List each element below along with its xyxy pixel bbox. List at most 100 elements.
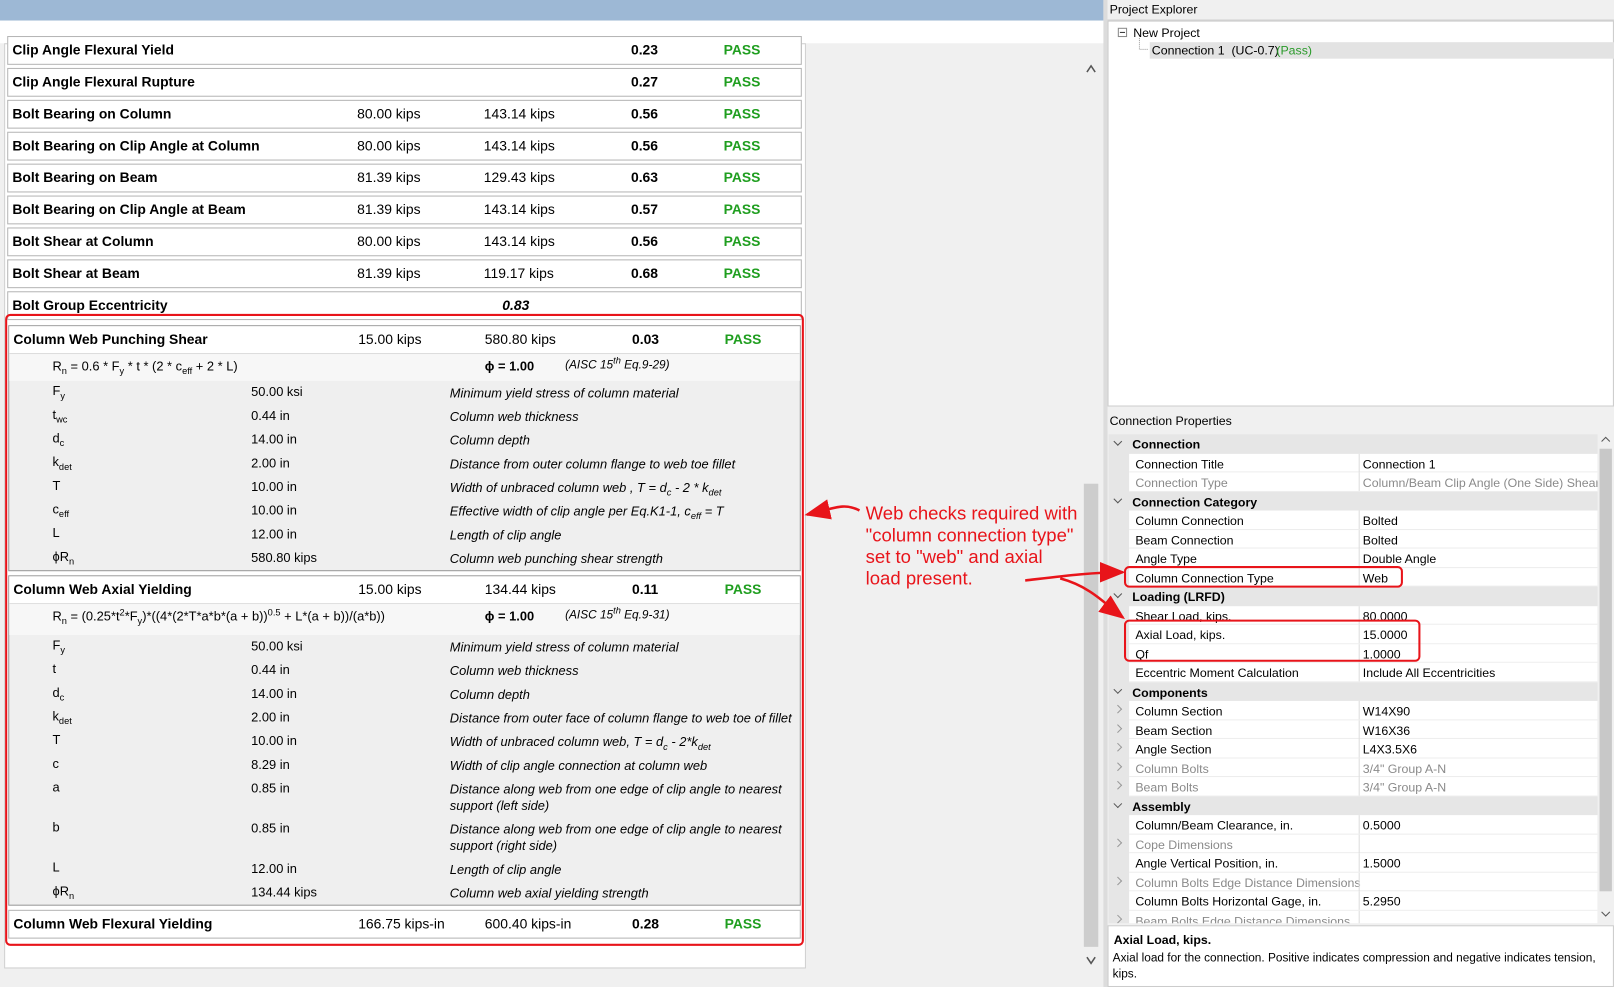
ratio: 0.56: [630, 106, 659, 122]
cell-divider: [1358, 700, 1360, 720]
property-row[interactable]: Beam Connection Bolted: [1129, 529, 1598, 549]
ratio: 0.23: [630, 42, 659, 58]
properties-header: Connection Properties: [1107, 410, 1614, 432]
param-symbol: a: [52, 780, 60, 795]
param-description: Column depth: [449, 433, 530, 448]
property-group[interactable]: Connection Category: [1108, 491, 1598, 511]
property-row[interactable]: Connection Title Connection 1: [1129, 453, 1598, 473]
param-description: Column depth: [450, 682, 800, 706]
property-scroll-thumb[interactable]: [1599, 448, 1612, 892]
param-description: Width of unbraced column web, T = dc - 2…: [450, 730, 800, 754]
param-value: 10.00 in: [251, 503, 297, 518]
property-row[interactable]: Column Section W14X90: [1113, 700, 1598, 720]
tree-selected-row[interactable]: Connection 1 (UC-0.7) (Pass): [1149, 42, 1614, 59]
param-value: 2.00 in: [251, 455, 290, 471]
status: PASS: [723, 137, 761, 154]
cell-divider: [1358, 643, 1360, 663]
property-name: Beam Connection: [1135, 532, 1234, 548]
property-row[interactable]: Column Bolts 3/4" Group A-N: [1113, 758, 1598, 778]
property-row[interactable]: Column Bolts Horizontal Gage, in. 5.2950: [1129, 891, 1598, 911]
formula-part: = (0.25*t: [66, 609, 120, 624]
formula-row: Rn = 0.6 * Fy * t * (2 * ceff + 2 * L) ϕ …: [9, 354, 800, 381]
param-value: 0.85 in: [251, 781, 290, 796]
property-value: 3/4" Group A-N: [1362, 780, 1447, 795]
property-group[interactable]: Components: [1108, 681, 1598, 701]
property-row[interactable]: Connection Type Column/Beam Clip Angle (O…: [1129, 472, 1598, 492]
capacity: 143.14 kips: [483, 233, 555, 250]
property-group[interactable]: Assembly: [1108, 796, 1598, 816]
param-row: kdet 2.00 in Distance from outer column fl…: [9, 452, 800, 476]
param-symbol-part: n: [68, 556, 75, 567]
param-symbol: c: [52, 756, 59, 771]
ratio: 0.27: [630, 74, 659, 90]
property-group[interactable]: Loading (LRFD): [1108, 586, 1598, 606]
property-row[interactable]: Column/Beam Clearance, in. 0.5000: [1129, 815, 1598, 835]
property-name: Column Connection Type: [1135, 570, 1274, 586]
ratio: 0.03: [631, 331, 660, 347]
tree-project[interactable]: New Project: [1133, 25, 1200, 41]
cell-divider: [1358, 738, 1360, 758]
param-symbol-part: det: [58, 461, 72, 472]
scroll-up[interactable]: [1086, 64, 1096, 73]
property-row[interactable]: Eccentric Moment Calculation Include All …: [1129, 662, 1598, 682]
demand: 80.00 kips: [357, 106, 421, 122]
param-description-part: Effective width of clip angle per Eq.K1-…: [449, 504, 691, 519]
property-row[interactable]: Column Bolts Edge Distance Dimensions: [1113, 872, 1598, 892]
property-row[interactable]: Qf 1.0000: [1129, 643, 1598, 663]
prop-scroll-up[interactable]: [1601, 436, 1611, 442]
param-symbol-part: d: [52, 685, 60, 700]
scroll-down[interactable]: [1086, 956, 1096, 965]
tree-connection[interactable]: Connection 1 (UC-0.7): [1151, 43, 1279, 58]
param-symbol-part: n: [68, 890, 75, 902]
param-description-part: eff: [690, 510, 702, 522]
param-description-part: det: [708, 487, 722, 498]
status: PASS: [723, 169, 761, 186]
property-row[interactable]: Beam Bolts Edge Distance Dimensions: [1113, 910, 1598, 924]
property-row[interactable]: Angle Section L4X3.5X6: [1113, 738, 1598, 759]
capacity: 143.14 kips: [483, 137, 555, 154]
param-description: Width of unbraced column web, T = dc - 2…: [450, 735, 711, 751]
property-name: Eccentric Moment Calculation: [1135, 665, 1299, 681]
demand: 80.00 kips: [357, 233, 421, 250]
formula-part: R: [52, 609, 62, 624]
capacity: 580.80 kips: [484, 331, 556, 347]
param-description: Minimum yield stress of column material: [449, 385, 679, 401]
property-row[interactable]: Beam Bolts 3/4" Group A-N: [1113, 777, 1598, 797]
param-symbol-part: F: [52, 383, 61, 399]
prop-scroll-down[interactable]: [1601, 911, 1611, 917]
property-row[interactable]: Cope Dimensions: [1113, 834, 1598, 854]
param-row: dc 14.00 in Column depth: [9, 428, 800, 452]
param-symbol: T: [52, 732, 61, 748]
property-row[interactable]: Beam Section W16X36: [1113, 719, 1598, 739]
cell-divider: [1358, 605, 1360, 625]
group-name: Components: [1132, 684, 1208, 700]
highlight-axial-load: [1123, 619, 1421, 662]
group-name: Connection: [1132, 437, 1201, 452]
param-row: a 0.85 in Distance along web from one edge…: [9, 777, 800, 817]
status: PASS: [723, 201, 761, 218]
scroll-thumb[interactable]: [1083, 483, 1099, 947]
property-row[interactable]: Axial Load, kips. 15.0000: [1129, 624, 1598, 644]
arrow-to-axial: [1059, 577, 1126, 620]
cell-divider: [1358, 548, 1360, 568]
demand: 166.75 kips-in: [358, 915, 445, 932]
param-value: 0.44 in: [251, 408, 290, 424]
param-value: 12.00 in: [251, 861, 297, 876]
formula: Rn = (0.25*t2*Fy)*((4*(2*T*a*b*(a + b))0…: [52, 608, 384, 626]
param-description: Distance from outer face of column flang…: [449, 711, 792, 726]
param-description: Distance from outer face of column flang…: [450, 706, 800, 730]
check-name: Clip Angle Flexural Yield: [12, 42, 174, 58]
capacity: 129.43 kips: [483, 169, 555, 186]
ratio: 0.63: [630, 169, 659, 186]
capacity: 600.40 kips-in: [484, 915, 572, 932]
property-value: Bolted: [1362, 532, 1398, 548]
property-value: W14X90: [1362, 703, 1411, 719]
property-row[interactable]: Angle Vertical Position, in. 1.5000: [1129, 853, 1598, 873]
check-name: Bolt Bearing on Beam: [12, 169, 158, 186]
param-row: Fy 50.00 ksi Minimum yield stress of colum…: [9, 635, 800, 659]
annotation-text: Web checks required with "column connect…: [865, 503, 1078, 589]
property-row[interactable]: Column Connection Bolted: [1129, 510, 1598, 530]
property-group[interactable]: Connection: [1108, 434, 1598, 454]
formula: Rn = 0.6 * Fy * t * (2 * ceff + 2 * L): [52, 359, 237, 375]
